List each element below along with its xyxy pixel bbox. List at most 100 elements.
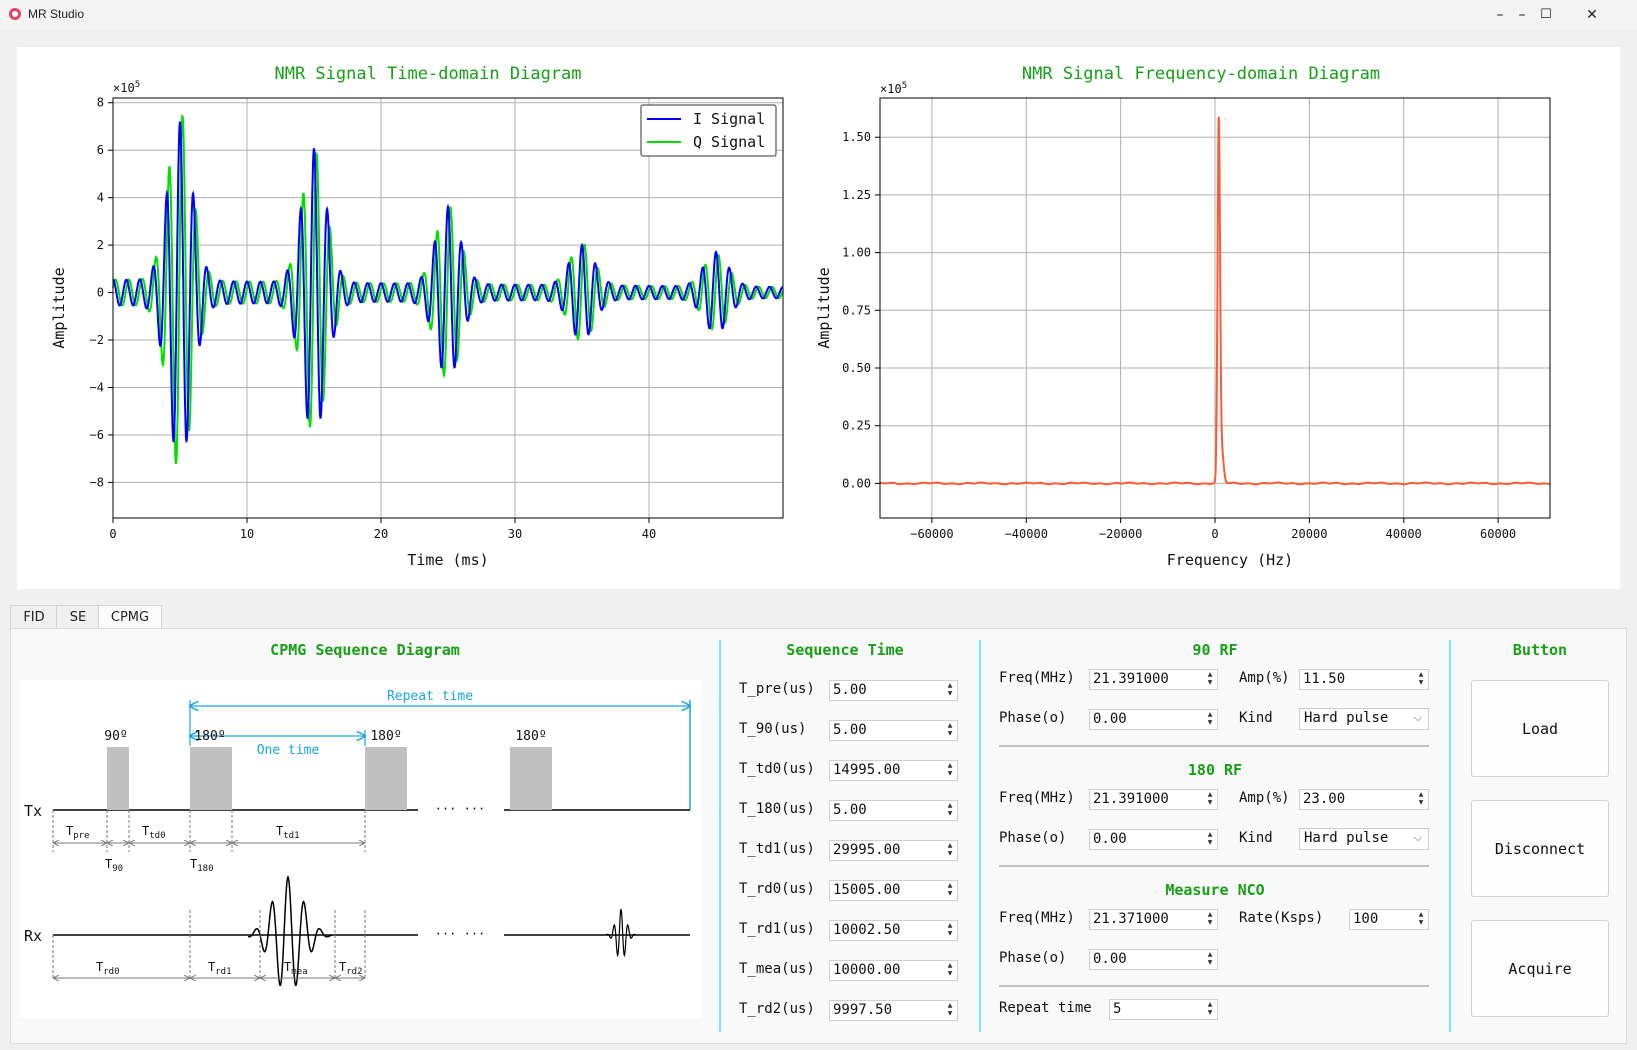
rf90-kind-label: Kind [1239,710,1273,726]
chevron-down-icon: ⌵ [1413,831,1422,844]
time-tick-label-y: 8 [97,96,104,110]
plots-canvas: NMR Signal Time-domain Diagram ×105 0 10 2… [50,64,1551,569]
freq-tick-label-y: 0.75 [842,303,871,317]
freq-tick-label-x: 40000 [1386,527,1422,541]
seq-param-label: T_pre(us) [739,681,815,697]
pulse-180-a [190,747,232,810]
seq-param-spinbox[interactable]: 10000.00 ▲ ▼ [829,960,958,981]
cpmg-title: CPMG Sequence Diagram [270,641,460,659]
load-button[interactable]: Load [1471,680,1609,777]
button-panel-title: Button [1512,641,1568,659]
tab-fid[interactable]: FID [10,605,58,629]
title-bar: MR Studio – [0,0,1637,30]
freq-plot-frame [879,97,1551,519]
freq-tick-label-x: −60000 [910,527,953,541]
seq-param-label: T_180(us) [739,801,815,817]
maximize-button[interactable]: ☐ [1540,7,1552,22]
t-90-label: T90 [105,857,123,874]
freq-tick-label-y: 0.00 [842,476,871,490]
time-tick-label-x: 0 [109,527,116,541]
seq-param-label: T_td0(us) [739,761,815,777]
time-tick-label-x: 30 [508,527,522,541]
repeat-time-spinbox[interactable]: 5 ▲ ▼ [1109,999,1218,1020]
close-button[interactable]: ✕ [1586,7,1598,23]
time-tick-label-y: 2 [97,238,104,252]
q-signal-line [112,114,784,464]
rx-ellipsis: ··· ··· [435,927,486,941]
deg180-label-a: 180º [194,729,225,744]
rf90-title: 90 RF [1192,641,1238,659]
time-plot-frame [112,97,784,519]
divider-2 [979,640,981,1032]
freq-series [879,116,1551,486]
seq-param-label: T_rd0(us) [739,881,815,897]
seq-param-spinbox[interactable]: 9997.50 ▲ ▼ [829,1000,958,1021]
seq-param-spinbox[interactable]: 14995.00 ▲ ▼ [829,760,958,781]
freq-ylabel: Amplitude [815,267,833,348]
tab-cpmg[interactable]: CPMG [98,605,162,630]
legend-q-label: Q Signal [693,133,765,151]
t-rd0-label: Trd0 [96,960,120,977]
rf180-kind-select[interactable]: Hard pulse ⌵ [1299,828,1429,850]
rf180-phase-spinbox[interactable]: 0.00 ▲ ▼ [1089,829,1218,850]
one-time-label: One time [257,743,320,758]
time-tick-label-x: 20 [374,527,388,541]
minimize-button[interactable]: – [1518,7,1526,23]
rf90-amp-spinbox[interactable]: 11.50 ▲ ▼ [1299,669,1429,690]
time-tick-label-y: 4 [97,191,104,205]
rx-label: Rx [24,927,42,945]
rf90-freq-spinbox[interactable]: 21.391000 ▲ ▼ [1089,669,1218,690]
rx-echo-small [605,908,637,958]
deg90-label: 90º [104,729,127,744]
time-legend: I Signal Q Signal [640,104,777,157]
plot-area: NMR Signal Time-domain Diagram ×105 0 10 2… [17,47,1620,589]
seq-param-label: T_rd2(us) [739,1001,815,1017]
time-tick-label-y: −8 [90,475,104,489]
nco-title: Measure NCO [1165,881,1265,899]
rf180-freq-label: Freq(MHz) [999,790,1075,806]
nco-phase-spinbox[interactable]: 0.00 ▲ ▼ [1089,949,1218,970]
disconnect-button[interactable]: Disconnect [1471,800,1609,897]
t-td1-label: Ttd1 [276,824,300,841]
time-xlabel: Time (ms) [407,551,488,569]
time-domain-chart: NMR Signal Time-domain Diagram ×105 0 10 2… [50,64,784,569]
tab-se[interactable]: SE [56,605,100,629]
rf90-phase-label: Phase(o) [999,710,1067,726]
rf180-amp-spinbox[interactable]: 23.00 ▲ ▼ [1299,789,1429,810]
acquire-button[interactable]: Acquire [1471,920,1609,1017]
nco-freq-spinbox[interactable]: 21.371000 ▲ ▼ [1089,909,1218,930]
seq-param-spinbox[interactable]: 10002.50 ▲ ▼ [829,920,958,941]
time-chart-title: NMR Signal Time-domain Diagram [274,64,581,84]
seq-param-label: T_mea(us) [739,961,815,977]
t-180-label: T180 [190,857,214,874]
seq-param-spinbox[interactable]: 5.00 ▲ ▼ [829,680,958,701]
time-tick-label-y: −6 [90,428,104,442]
freq-tick-label-y: 0.50 [842,361,871,375]
seq-param-label: T_td1(us) [739,841,815,857]
legend-i-label: I Signal [693,110,765,128]
minimize-button[interactable]: – [1496,7,1504,23]
rf90-phase-spinbox[interactable]: 0.00 ▲ ▼ [1089,709,1218,730]
freq-tick-label-y: 1.25 [842,188,871,202]
freq-grid [880,98,1550,518]
t-mea-label: Tmea [284,960,308,977]
seq-param-spinbox[interactable]: 5.00 ▲ ▼ [829,800,958,821]
t-rd2-label: Trd2 [339,960,363,977]
seq-param-spinbox[interactable]: 29995.00 ▲ ▼ [829,840,958,861]
freq-ticks: −60000 −40000 −20000 0 20000 40000 60000 0.00 0.… [842,130,1516,541]
t-td0-label: Ttd0 [142,824,166,841]
rf180-freq-spinbox[interactable]: 21.391000 ▲ ▼ [1089,789,1218,810]
nco-rate-spinbox[interactable]: 100 ▲ ▼ [1349,909,1429,930]
rf90-freq-label: Freq(MHz) [999,670,1075,686]
time-ticks: 0 10 20 30 40 −8 −6 −4 −2 0 2 4 6 8 [90,96,657,541]
seq-param-spinbox[interactable]: 15005.00 ▲ ▼ [829,880,958,901]
t-rd1-label: Trd1 [208,960,232,977]
rf180-kind-label: Kind [1239,830,1273,846]
seq-param-spinbox[interactable]: 5.00 ▲ ▼ [829,720,958,741]
rf90-kind-select[interactable]: Hard pulse ⌵ [1299,708,1429,730]
rf180-phase-label: Phase(o) [999,830,1067,846]
app-icon [9,8,21,20]
time-multiplier: ×105 [113,80,140,95]
seq-param-label: T_rd1(us) [739,921,815,937]
repeat-time-label: Repeat time [387,689,473,704]
